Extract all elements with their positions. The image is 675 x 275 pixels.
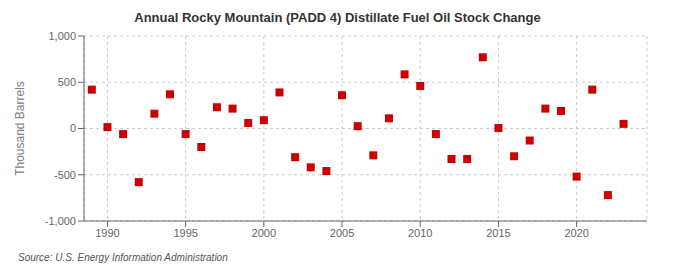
svg-text:1990: 1990 xyxy=(95,227,119,239)
html-text:Annual Rocky Mountain (PADD 4): Annual Rocky Mountain (PADD 4) Distillat… xyxy=(134,10,541,25)
svg-text:2015: 2015 xyxy=(486,227,510,239)
svg-text:500: 500 xyxy=(58,76,76,88)
svg-text:2020: 2020 xyxy=(564,227,588,239)
svg-text:-500: -500 xyxy=(54,169,76,181)
svg-text:0: 0 xyxy=(70,122,76,134)
svg-text:2005: 2005 xyxy=(330,227,354,239)
svg-text:2000: 2000 xyxy=(252,227,276,239)
svg-text:1,000: 1,000 xyxy=(48,30,76,42)
svg-text:Thousand Barrels: Thousand Barrels xyxy=(13,81,27,176)
svg-text:2010: 2010 xyxy=(408,227,432,239)
svg-text:-1,000: -1,000 xyxy=(45,215,76,227)
html-text:Source: U.S. Energy Informatio: Source: U.S. Energy Information Administ… xyxy=(18,252,228,263)
svg-text:1995: 1995 xyxy=(173,227,197,239)
